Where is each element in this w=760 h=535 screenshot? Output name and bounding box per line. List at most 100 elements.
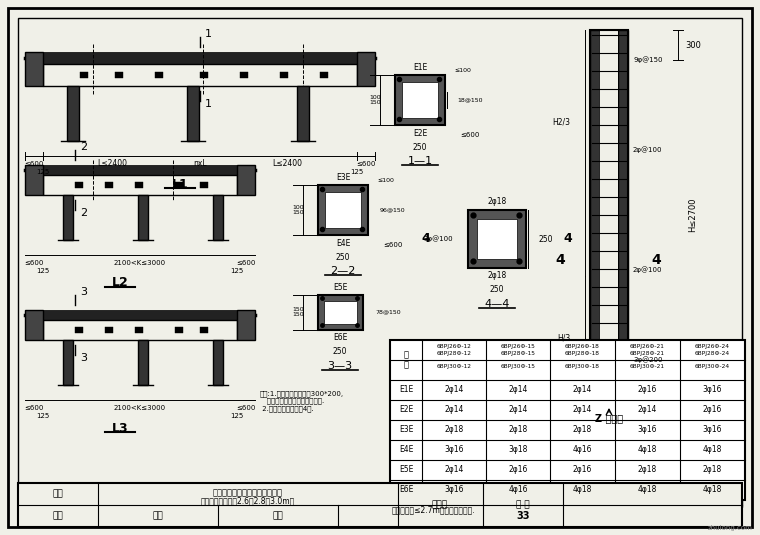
Text: ≤600: ≤600 [461,132,480,138]
Text: 2φ@100: 2φ@100 [633,266,663,273]
Text: 1—1: 1—1 [407,156,432,166]
Text: 6BPJ30Ф-24: 6BPJ30Ф-24 [695,364,730,369]
Bar [618,30,628,400]
Text: 4φ16: 4φ16 [573,446,592,455]
Text: E5E: E5E [399,465,413,475]
Text: 2φ18: 2φ18 [508,425,527,434]
Text: 250: 250 [489,286,504,294]
Text: 6BPJ28Ф-12: 6BPJ28Ф-12 [436,351,471,356]
Text: 9φ@150: 9φ@150 [633,57,663,63]
Bar [297,86,309,141]
Bar [43,64,357,86]
Bar [155,72,163,78]
Text: ≤600: ≤600 [236,405,255,411]
Text: 注：当柱高≤2.7m时，本表格适用.: 注：当柱高≤2.7m时，本表格适用. [392,506,476,515]
Text: 125: 125 [36,413,49,419]
Text: 2—2: 2—2 [331,266,356,276]
Text: 图集号: 图集号 [432,501,448,509]
Text: 250: 250 [539,234,553,243]
Text: 125: 125 [230,268,244,274]
Text: E1E: E1E [413,63,427,72]
Text: 100
150: 100 150 [292,204,304,216]
Text: L2: L2 [112,277,128,289]
Bar [280,72,288,78]
Bar [43,310,237,320]
Text: 2φ@100: 2φ@100 [633,147,663,154]
Text: 4φ18: 4φ18 [638,485,657,494]
Bar [175,182,183,188]
Text: 筋
号: 筋 号 [404,350,409,370]
Text: 2100<K≤3000: 2100<K≤3000 [114,260,166,266]
Text: 2φ14: 2φ14 [573,386,592,394]
Bar [43,165,237,175]
Text: 6BPJ30Ф-18: 6BPJ30Ф-18 [565,364,600,369]
Text: 250: 250 [413,142,427,151]
Text: 4: 4 [651,253,661,267]
Text: 城市道路管线出入口防倒塌棚架: 城市道路管线出入口防倒塌棚架 [213,488,283,498]
Bar [135,327,143,333]
Bar [200,327,208,333]
Bar [25,310,43,340]
Bar [200,182,208,188]
Bar [175,327,183,333]
Text: 2φ14: 2φ14 [638,406,657,415]
Bar [105,327,113,333]
Text: 2φ16: 2φ16 [508,465,527,475]
Text: 1: 1 [205,29,212,39]
Text: 2φ14: 2φ14 [508,386,527,394]
Bar [357,52,375,86]
Text: 4φ16: 4φ16 [508,485,527,494]
Bar [590,30,628,400]
Text: 柱、梁截面（开间2.6、2.8、3.0m）: 柱、梁截面（开间2.6、2.8、3.0m） [201,496,295,506]
Bar [135,182,143,188]
Bar [75,327,83,333]
Text: 3: 3 [80,353,87,363]
Text: 3φ16: 3φ16 [703,425,722,434]
Bar [43,320,237,340]
Text: 3φ@200: 3φ@200 [633,357,663,363]
Bar [75,182,83,188]
Text: ≤600: ≤600 [24,405,43,411]
Bar [138,195,148,240]
Text: 2φ14: 2φ14 [573,406,592,415]
Text: 3φ18: 3φ18 [508,446,527,455]
Text: ≤100: ≤100 [378,178,394,182]
Bar [105,182,113,188]
Text: 2φ18: 2φ18 [703,465,722,475]
Bar [63,340,73,385]
Text: ≤600: ≤600 [383,242,403,248]
Text: L≤2400: L≤2400 [272,159,302,169]
Text: 6BPJ26Ф-21: 6BPJ26Ф-21 [630,344,665,349]
Text: 6BPJ26Ф-12: 6BPJ26Ф-12 [436,344,471,349]
Text: 1: 1 [205,99,212,109]
Bar [67,86,79,141]
Bar [240,72,248,78]
Text: E3E: E3E [399,425,413,434]
Text: 2φ18: 2φ18 [445,425,464,434]
Text: 3φ16: 3φ16 [445,446,464,455]
Bar [395,75,445,125]
Text: E3E: E3E [336,172,350,181]
Bar [25,52,43,86]
Text: 125: 125 [36,169,49,175]
Text: ≤100: ≤100 [454,67,471,73]
Text: 2φ14: 2φ14 [445,465,464,475]
Text: 3φ16: 3φ16 [703,386,722,394]
Text: 图名: 图名 [52,490,63,499]
Text: E6E: E6E [399,485,413,494]
Text: L≤2400: L≤2400 [97,159,127,169]
Text: E5E: E5E [333,282,347,292]
Bar [390,340,745,500]
Text: 6BPJ28Ф-18: 6BPJ28Ф-18 [565,351,600,356]
Text: 6BPJ26Ф-24: 6BPJ26Ф-24 [695,344,730,349]
Bar [138,340,148,385]
Bar [63,195,73,240]
Text: H≤2700: H≤2700 [689,198,698,232]
Bar [43,175,237,195]
Text: 2φ18: 2φ18 [573,425,592,434]
Text: 2φ14: 2φ14 [508,406,527,415]
Text: 单线: 单线 [52,511,63,521]
Text: nxL: nxL [193,159,207,169]
Text: 125: 125 [350,169,363,175]
Text: 4: 4 [555,253,565,267]
